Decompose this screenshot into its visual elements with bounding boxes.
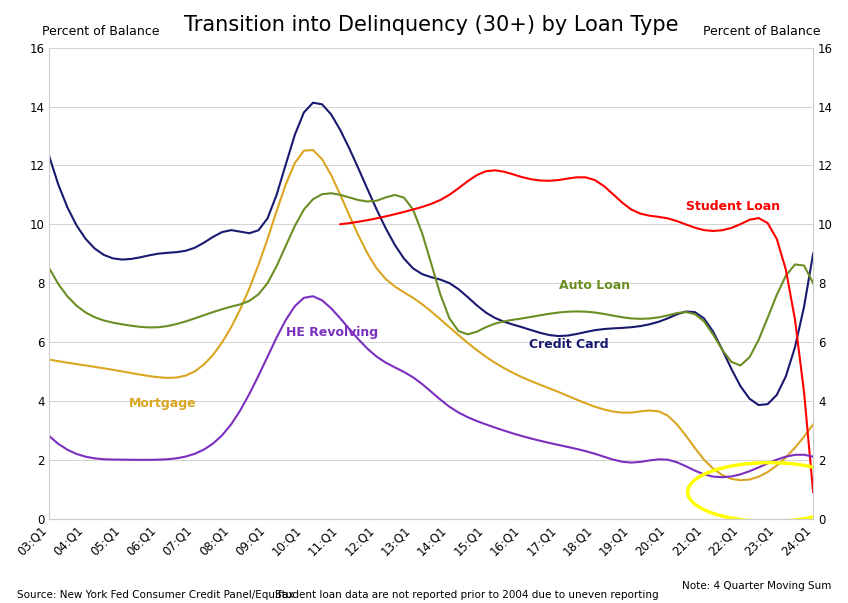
Text: Student loan data are not reported prior to 2004 due to uneven reporting: Student loan data are not reported prior… [275, 590, 658, 600]
Text: HE Revolving: HE Revolving [286, 326, 378, 339]
Title: Transition into Delinquency (30+) by Loan Type: Transition into Delinquency (30+) by Loa… [184, 15, 678, 35]
Text: Mortgage: Mortgage [129, 397, 197, 409]
Text: Student Loan: Student Loan [686, 200, 780, 212]
Text: Note: 4 Quarter Moving Sum: Note: 4 Quarter Moving Sum [682, 581, 831, 591]
Text: Auto Loan: Auto Loan [559, 279, 630, 292]
Text: Credit Card: Credit Card [529, 338, 609, 351]
Text: Percent of Balance: Percent of Balance [42, 25, 159, 38]
Text: Percent of Balance: Percent of Balance [703, 25, 821, 38]
Text: Source: New York Fed Consumer Credit Panel/Equifax: Source: New York Fed Consumer Credit Pan… [17, 590, 294, 600]
